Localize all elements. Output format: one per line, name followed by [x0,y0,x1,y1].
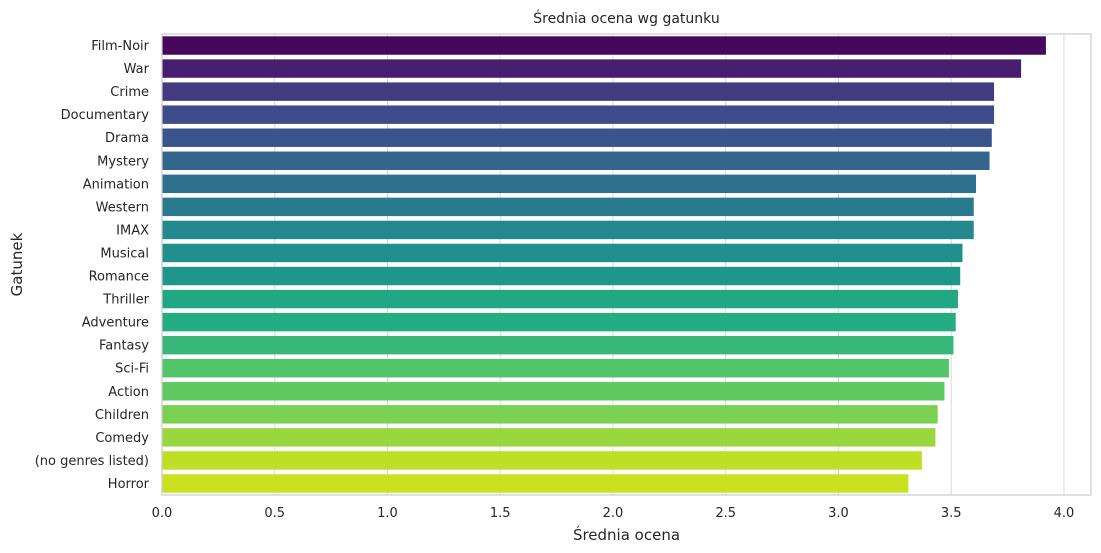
y-tick-label: Film-Noir [91,39,149,54]
y-tick-label: Horror [108,477,150,492]
y-tick-label: Western [96,200,149,215]
bar [162,151,990,170]
y-tick-label: Thriller [102,293,149,308]
y-tick-label: War [124,62,150,77]
y-tick-label: Mystery [97,154,149,169]
y-tick-label: Adventure [82,316,149,331]
bar [162,451,922,470]
bars [162,36,1046,493]
bar [162,428,936,447]
x-tick-label: 2.0 [603,506,624,521]
y-tick-label: Crime [110,85,149,100]
bar [162,59,1022,78]
y-tick-label: Musical [100,246,149,261]
bar [162,289,958,309]
x-tick-label: 2.5 [715,506,736,521]
y-tick-labels: Film-Noir War Crime Documentary Drama Mystery… [35,39,150,492]
bar [162,174,977,194]
bar [162,36,1046,55]
x-tick-label: 0.5 [264,506,285,521]
bar [162,128,992,147]
y-tick-label: Comedy [95,431,149,446]
x-tick-labels: 0.0 0.5 1.0 1.5 2.0 2.5 3.0 3.5 4.0 [152,506,1075,521]
bar [162,474,909,493]
y-tick-label: Fantasy [99,339,149,354]
y-tick-label: Sci-Fi [115,362,149,377]
y-tick-label: Action [108,385,149,400]
bar [162,382,945,401]
bar [162,220,974,240]
x-tick-label: 1.5 [490,506,511,521]
bar [162,266,961,286]
y-axis-label: Gatunek [8,232,26,296]
y-tick-label: Children [95,408,149,423]
plot-frame [161,33,1092,496]
y-tick-label: Animation [83,177,149,192]
bar [162,359,949,378]
axes-border [161,33,1092,496]
bar [162,197,974,217]
x-axis-label: Średnia ocena [573,525,680,544]
bar [162,82,995,101]
x-tick-label: 3.5 [941,506,962,521]
bar [162,105,995,124]
y-tick-label: (no genres listed) [35,454,149,469]
y-tick-label: Drama [105,131,149,146]
y-tick-label: Documentary [61,108,150,123]
y-tick-label: IMAX [116,223,149,238]
bar [162,405,938,424]
x-tick-label: 3.0 [828,506,849,521]
x-tick-label: 0.0 [152,506,173,521]
bar [162,312,956,332]
chart-title: Średnia ocena wg gatunku [533,9,719,27]
y-tick-label: Romance [89,270,149,285]
x-tick-label: 1.0 [377,506,398,521]
bar [162,335,954,355]
bar [162,243,963,263]
x-tick-label: 4.0 [1054,506,1075,521]
